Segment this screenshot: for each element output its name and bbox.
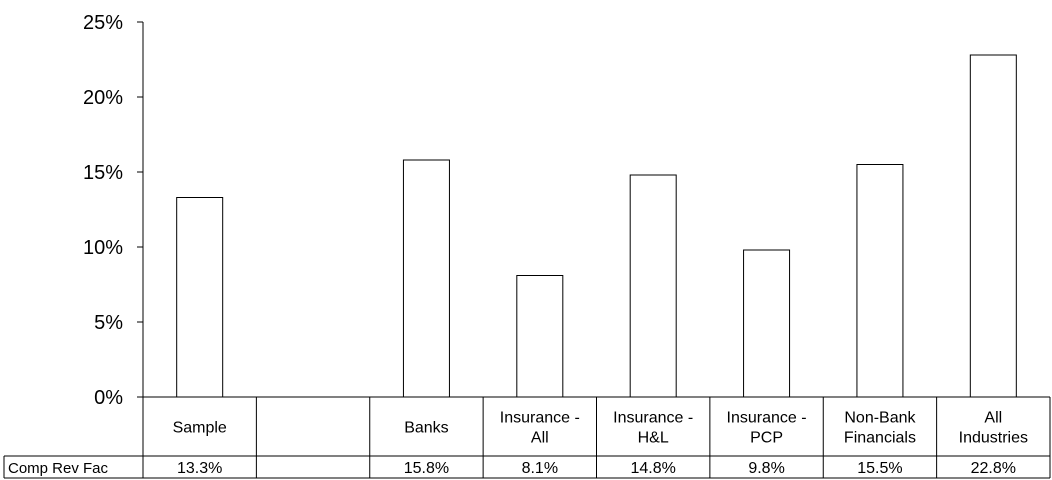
category-label: All Industries (959, 410, 1028, 447)
bar (402, 159, 450, 398)
category-label: Insurance - All (500, 410, 580, 447)
value-label: 15.8% (404, 460, 449, 477)
bar (969, 54, 1017, 398)
category-label: Non-Bank Financials (844, 410, 917, 447)
category-label-line: All (531, 430, 549, 447)
series-label: Comp Rev Fac (8, 460, 109, 477)
bars-layer (176, 54, 1017, 398)
category-label-line: Sample (173, 420, 227, 437)
category-label-line: All (984, 410, 1002, 427)
category-label-line: Insurance - (613, 410, 693, 427)
value-label: 13.3% (177, 460, 222, 477)
category-label-line: Financials (844, 430, 916, 447)
bar (516, 275, 564, 398)
value-label: 9.8% (748, 460, 784, 477)
axis-layer: 0% 5% 10% 15% 20% 25% (83, 12, 144, 409)
category-label-line: Non-Bank (844, 410, 916, 427)
y-tick-label: 25% (83, 12, 123, 34)
y-tick-label: 15% (83, 162, 123, 184)
y-tick-label: 20% (83, 87, 123, 109)
bar (743, 249, 791, 398)
category-label: Banks (404, 420, 448, 437)
bar (856, 164, 904, 398)
value-label: 22.8% (971, 460, 1016, 477)
category-label-line: Banks (404, 420, 448, 437)
category-label: Insurance - H&L (613, 410, 693, 447)
category-label-line: H&L (638, 430, 669, 447)
category-label-line: Insurance - (500, 410, 580, 427)
bar (176, 197, 224, 398)
bar (629, 174, 677, 398)
category-label: Insurance - PCP (727, 410, 807, 447)
category-label: Sample (173, 420, 227, 437)
value-label: 14.8% (631, 460, 676, 477)
category-label-line: Industries (959, 430, 1028, 447)
y-tick-label: 0% (94, 387, 123, 409)
y-tick-label: 5% (94, 312, 123, 334)
y-tick-label: 10% (83, 237, 123, 259)
value-label: 8.1% (522, 460, 558, 477)
category-label-line: Insurance - (727, 410, 807, 427)
value-label: 15.5% (857, 460, 902, 477)
category-label-line: PCP (750, 430, 783, 447)
